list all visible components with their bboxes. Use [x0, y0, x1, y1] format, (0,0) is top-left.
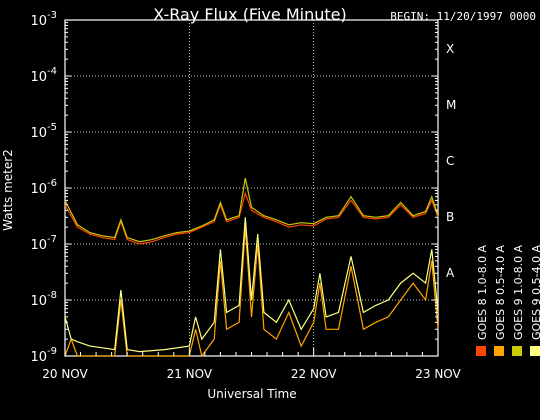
begin-label: BEGIN: 11/20/1997 0000 [390, 10, 536, 23]
legend-entry: GOES 9 1.0-8.0 A [512, 244, 525, 340]
y-tick-label: 10-3 [30, 10, 57, 29]
legend-entry: GOES 9 0.5-4.0 A [530, 244, 540, 340]
x-tick-label: 20 NOV [42, 367, 88, 381]
y-tick-label: 10-8 [30, 290, 57, 309]
x-tick-label: 23 NOV [415, 367, 461, 381]
flare-class-labels: A B C M X [446, 42, 456, 280]
legend: GOES 8 1.0-8.0 A GOES 8 0.5-4.0 A GOES 9 1… [476, 244, 540, 356]
y-axis: 10-9 10-8 10-7 10-6 10-5 10-4 10-3 [30, 10, 438, 365]
flare-class-label: C [446, 154, 454, 168]
series-line-4 [64, 217, 439, 353]
y-tick-label: 10-5 [30, 122, 57, 141]
legend-swatch [494, 346, 504, 356]
series-layer [64, 177, 439, 358]
chart-title: X-Ray Flux (Five Minute) [153, 5, 346, 24]
legend-swatch [512, 346, 522, 356]
x-axis: 20 NOV 21 NOV 22 NOV 23 NOV [42, 348, 462, 381]
legend-entry: GOES 8 1.0-8.0 A [476, 244, 489, 340]
x-axis-label: Universal Time [207, 387, 296, 401]
y-tick-label: 10-9 [30, 346, 57, 365]
series-line-2 [64, 227, 439, 358]
y-tick-label: 10-4 [30, 66, 57, 85]
legend-entry: GOES 8 0.5-4.0 A [494, 244, 507, 340]
flare-class-label: B [446, 210, 454, 224]
legend-swatch [530, 346, 540, 356]
series-line-1 [64, 191, 439, 245]
flare-class-label: A [446, 266, 455, 280]
legend-swatch [476, 346, 486, 356]
y-tick-label: 10-6 [30, 178, 57, 197]
flare-class-label: X [446, 42, 454, 56]
y-axis-label: Watts meter2 [1, 149, 15, 231]
x-tick-label: 21 NOV [167, 367, 213, 381]
flare-class-label: M [446, 98, 456, 112]
y-tick-label: 10-7 [30, 234, 57, 253]
x-tick-label: 22 NOV [291, 367, 337, 381]
series-line-3 [64, 177, 439, 243]
